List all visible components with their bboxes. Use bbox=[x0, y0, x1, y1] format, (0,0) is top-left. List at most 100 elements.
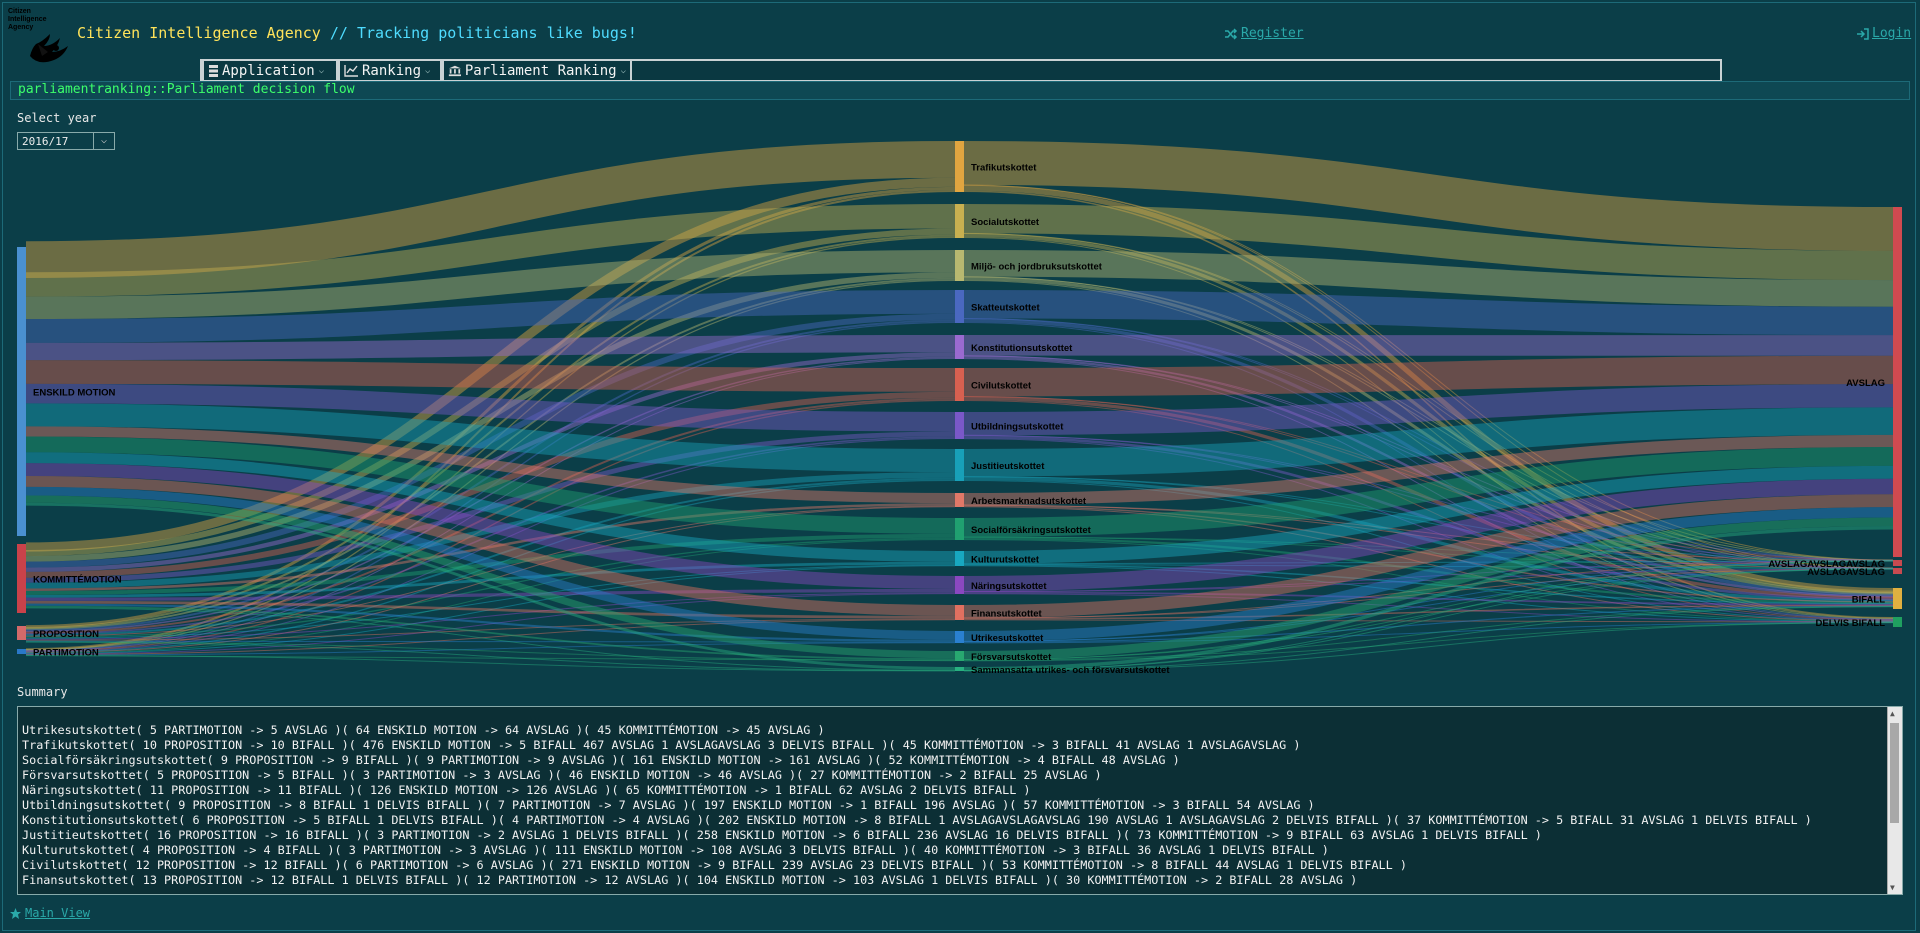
sankey-link[interactable] bbox=[963, 435, 1894, 601]
sankey-node-committee[interactable] bbox=[955, 493, 964, 507]
sankey-link[interactable] bbox=[963, 564, 1894, 605]
sankey-link[interactable] bbox=[25, 605, 956, 660]
sankey-link[interactable] bbox=[963, 568, 1894, 593]
sankey-link[interactable] bbox=[963, 322, 1894, 620]
sankey-link[interactable] bbox=[25, 236, 956, 651]
sankey-link[interactable] bbox=[963, 446, 1894, 537]
sankey-link[interactable] bbox=[25, 495, 956, 659]
sankey-node-committee[interactable] bbox=[955, 651, 964, 661]
sankey-link[interactable] bbox=[25, 141, 956, 279]
sankey-link[interactable] bbox=[963, 185, 1894, 594]
sankey-link[interactable] bbox=[25, 506, 956, 654]
sankey-link[interactable] bbox=[963, 560, 1894, 661]
sankey-link[interactable] bbox=[25, 335, 956, 361]
sankey-node-outcome[interactable] bbox=[1893, 568, 1902, 574]
sankey-link[interactable] bbox=[25, 352, 956, 572]
sankey-node-committee[interactable] bbox=[955, 368, 964, 401]
sankey-link[interactable] bbox=[963, 621, 1894, 644]
sankey-node-outcome[interactable] bbox=[1893, 617, 1902, 627]
sankey-node-committee[interactable] bbox=[955, 518, 964, 540]
sankey-link[interactable] bbox=[25, 640, 956, 643]
sankey-link[interactable] bbox=[963, 536, 1894, 562]
sankey-link[interactable] bbox=[25, 565, 956, 655]
sankey-link[interactable] bbox=[25, 539, 956, 654]
sankey-node-committee[interactable] bbox=[955, 412, 964, 439]
sankey-link[interactable] bbox=[25, 642, 956, 656]
sankey-link[interactable] bbox=[25, 189, 956, 651]
sankey-link[interactable] bbox=[963, 141, 1894, 251]
sankey-link[interactable] bbox=[25, 397, 956, 634]
sankey-link[interactable] bbox=[25, 431, 956, 583]
register-link[interactable]: Register bbox=[1224, 26, 1304, 41]
sankey-node-source[interactable] bbox=[17, 649, 26, 654]
sankey-link[interactable] bbox=[963, 204, 1894, 281]
sankey-link[interactable] bbox=[25, 186, 956, 629]
sankey-link[interactable] bbox=[25, 592, 956, 640]
sankey-link[interactable] bbox=[25, 477, 956, 637]
sankey-link[interactable] bbox=[963, 395, 1894, 562]
sankey-link[interactable] bbox=[963, 355, 1894, 561]
sankey-link[interactable] bbox=[963, 280, 1894, 620]
scroll-down-icon[interactable]: ▼ bbox=[1890, 883, 1895, 892]
logo[interactable]: Citizen Intelligence Agency bbox=[8, 8, 70, 70]
sankey-link[interactable] bbox=[25, 234, 956, 629]
summary-scrollbar[interactable]: ▲ ▼ bbox=[1887, 707, 1902, 894]
sankey-link[interactable] bbox=[963, 505, 1894, 603]
sankey-link[interactable] bbox=[963, 476, 1894, 562]
sankey-link[interactable] bbox=[25, 290, 956, 343]
sankey-link[interactable] bbox=[25, 437, 956, 653]
sankey-link[interactable] bbox=[25, 319, 956, 632]
scroll-thumb[interactable] bbox=[1890, 723, 1899, 823]
sankey-link[interactable] bbox=[963, 232, 1894, 561]
sankey-node-outcome[interactable] bbox=[1893, 207, 1902, 557]
sankey-link[interactable] bbox=[25, 537, 956, 638]
sankey-link[interactable] bbox=[963, 507, 1894, 642]
sankey-node-committee[interactable] bbox=[955, 576, 964, 594]
sankey-link[interactable] bbox=[963, 506, 1894, 622]
sankey-link[interactable] bbox=[963, 560, 1894, 671]
sankey-link[interactable] bbox=[25, 476, 956, 616]
sankey-link[interactable] bbox=[25, 641, 956, 661]
sankey-link[interactable] bbox=[25, 505, 956, 637]
sankey-link[interactable] bbox=[963, 568, 1894, 671]
sankey-link[interactable] bbox=[25, 600, 956, 619]
sankey-link[interactable] bbox=[25, 250, 956, 320]
login-link[interactable]: Login bbox=[1856, 26, 1911, 41]
sankey-link[interactable] bbox=[25, 321, 956, 652]
sankey-link[interactable] bbox=[963, 606, 1894, 672]
sankey-link[interactable] bbox=[963, 526, 1894, 671]
summary-textarea[interactable]: Utrikesutskottet( 5 PARTIMOTION -> 5 AVS… bbox=[17, 706, 1903, 895]
sankey-link[interactable] bbox=[963, 317, 1894, 561]
sankey-link[interactable] bbox=[963, 276, 1894, 596]
sankey-link[interactable] bbox=[25, 272, 956, 562]
sankey-link[interactable] bbox=[963, 407, 1894, 477]
sankey-link[interactable] bbox=[25, 204, 956, 297]
sankey-node-committee[interactable] bbox=[955, 631, 964, 643]
sankey-link[interactable] bbox=[25, 277, 956, 630]
sankey-link[interactable] bbox=[25, 228, 956, 557]
sankey-link[interactable] bbox=[963, 593, 1894, 623]
sankey-link[interactable] bbox=[963, 438, 1894, 621]
sankey-link[interactable] bbox=[25, 533, 956, 595]
sankey-link[interactable] bbox=[963, 355, 1894, 569]
sankey-node-committee[interactable] bbox=[955, 667, 964, 671]
sankey-link[interactable] bbox=[25, 619, 956, 655]
sankey-node-committee[interactable] bbox=[955, 335, 964, 359]
sankey-node-committee[interactable] bbox=[955, 605, 964, 620]
scroll-up-icon[interactable]: ▲ bbox=[1890, 709, 1895, 718]
sankey-link[interactable] bbox=[963, 434, 1894, 570]
sankey-link[interactable] bbox=[25, 436, 956, 534]
sankey-link[interactable] bbox=[963, 478, 1894, 592]
sankey-link[interactable] bbox=[963, 537, 1894, 605]
sankey-link[interactable] bbox=[25, 655, 956, 672]
sankey-link[interactable] bbox=[25, 503, 956, 591]
sankey-link[interactable] bbox=[963, 190, 1894, 619]
sankey-node-outcome[interactable] bbox=[1893, 560, 1902, 566]
sankey-node-committee[interactable] bbox=[955, 290, 964, 323]
sankey-link[interactable] bbox=[963, 434, 1894, 506]
sankey-node-source[interactable] bbox=[17, 544, 26, 613]
sankey-link[interactable] bbox=[963, 465, 1894, 564]
sankey-node-outcome[interactable] bbox=[1893, 588, 1902, 609]
sankey-link[interactable] bbox=[963, 276, 1894, 561]
sankey-link[interactable] bbox=[25, 607, 956, 671]
